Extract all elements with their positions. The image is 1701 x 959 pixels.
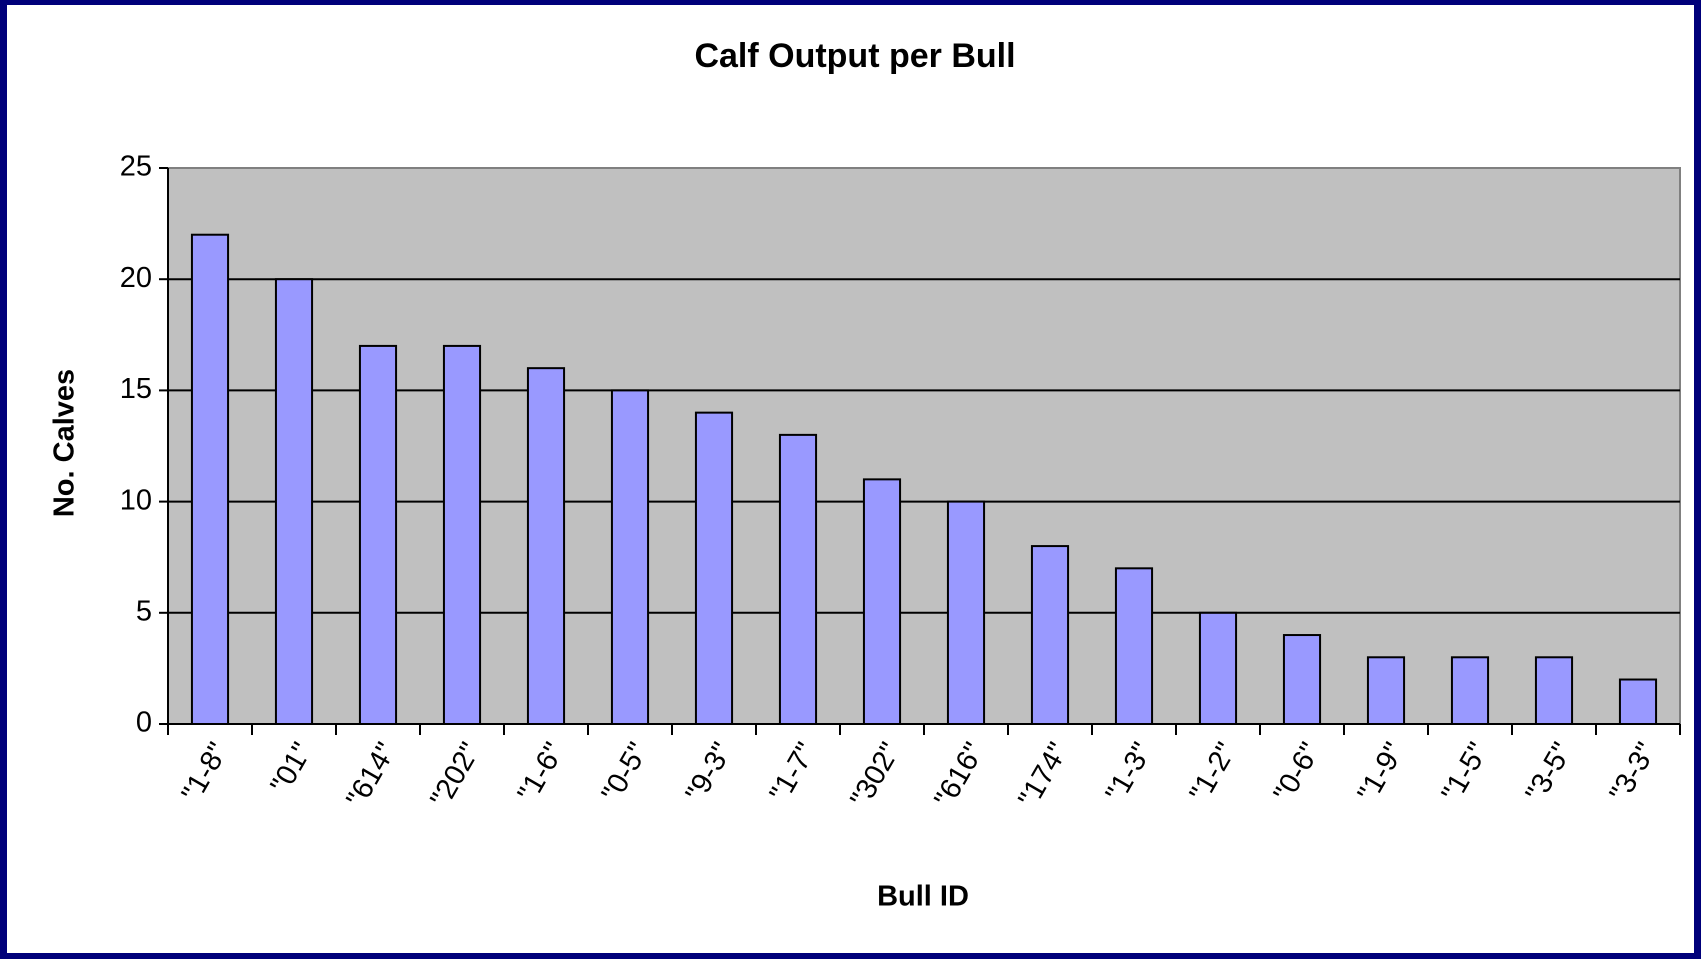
x-axis-label: Bull ID	[877, 881, 969, 913]
bar	[778, 433, 818, 725]
y-tick-label: 0	[136, 707, 152, 739]
y-tick-label: 5	[136, 595, 152, 627]
y-tick-label: 10	[120, 484, 152, 516]
bar	[526, 367, 566, 725]
bar	[190, 233, 230, 725]
bar	[694, 411, 734, 725]
bar	[1282, 634, 1322, 725]
bar	[1114, 567, 1154, 725]
y-tick-label: 20	[120, 262, 152, 294]
bar	[274, 278, 314, 725]
bar	[442, 344, 482, 725]
bar	[1618, 678, 1658, 726]
bar	[1366, 656, 1406, 726]
bar	[358, 344, 398, 725]
bar	[1030, 545, 1070, 726]
bar	[610, 389, 650, 725]
y-tick-label: 15	[120, 373, 152, 405]
bar	[862, 478, 902, 725]
plot-area	[167, 167, 1681, 725]
bar	[1534, 656, 1574, 726]
bar	[1450, 656, 1490, 726]
bar	[1198, 611, 1238, 725]
y-tick-label: 25	[120, 151, 152, 183]
chart-title: Calf Output per Bull	[694, 37, 1015, 75]
bar	[946, 500, 986, 725]
y-axis-label: No. Calves	[49, 369, 81, 517]
